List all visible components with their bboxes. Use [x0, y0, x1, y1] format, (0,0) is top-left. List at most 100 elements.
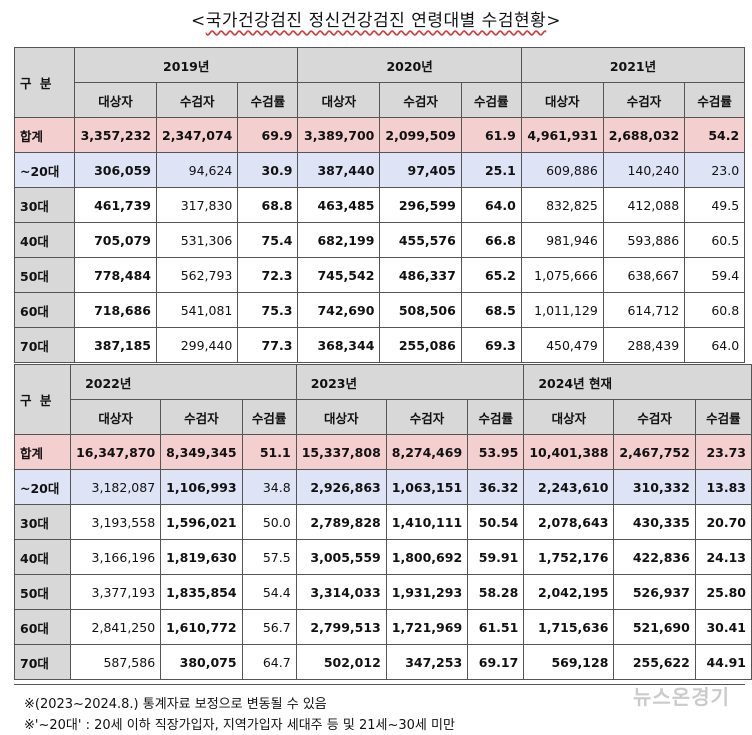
- examined-count-cell: 638,667: [602, 257, 686, 293]
- target-count-header: 대상자: [297, 82, 381, 118]
- examined-count-cell: 531,306: [155, 222, 239, 258]
- footnote-age-definition: ※'~20대' : 20세 이하 직장가입자, 지역가입자 세대주 등 및 21…: [24, 718, 455, 733]
- footer-rule: [14, 684, 745, 685]
- gubun-label: 구 분: [20, 393, 54, 408]
- exam-rate-header: 수검률: [684, 82, 746, 118]
- page-title-text: 국가건강검진 정신건강검진 연령대별 수검현황: [205, 11, 547, 31]
- target-count-cell: 587,586: [70, 644, 162, 680]
- table-row: 40대 3,166,196 1,819,630 57.5 3,005,559 1,800,…: [13, 539, 752, 575]
- exam-rate-cell: 25.1: [460, 152, 522, 188]
- exam-rate-cell: 34.8: [241, 469, 297, 505]
- target-count-cell: 3,357,232: [74, 117, 157, 153]
- exam-rate-cell: 23.73: [694, 434, 752, 470]
- examined-count-cell: 1,106,993: [160, 469, 243, 505]
- table-row: 70대 387,185 299,440 77.3 368,344 255,086 69.3 4…: [14, 327, 746, 363]
- target-count-cell: 3,389,700: [297, 117, 381, 153]
- exam-rate-cell: 54.4: [241, 574, 297, 610]
- exam-rate-cell: 57.5: [241, 539, 297, 575]
- target-count-cell: 2,926,863: [295, 469, 387, 505]
- exam-rate-cell: 75.3: [237, 292, 299, 328]
- exam-rate-cell: 54.2: [684, 117, 746, 153]
- target-count-cell: 306,059: [74, 152, 157, 188]
- table-row: 50대 778,484 562,793 72.3 745,542 486,337 65.2 1…: [14, 257, 746, 293]
- examined-count-cell: 1,800,692: [385, 539, 469, 575]
- year-header: 2023년: [295, 364, 525, 400]
- examined-count-cell: 8,349,345: [160, 434, 243, 470]
- exam-rate-cell: 64.7: [241, 644, 297, 680]
- examined-count-cell: 521,690: [613, 609, 696, 645]
- year-header: 2021년: [520, 47, 746, 83]
- target-count-cell: 705,079: [74, 222, 157, 258]
- target-count-cell: 2,841,250: [70, 609, 162, 645]
- exam-rate-cell: 61.9: [460, 117, 522, 153]
- examined-count-cell: 412,088: [602, 187, 686, 223]
- gubun-header: 구 분: [14, 47, 75, 118]
- age-group-label: 30대: [13, 504, 72, 540]
- exam-rate-cell: 69.17: [467, 644, 525, 680]
- age-group-label: 60대: [13, 609, 72, 645]
- examined-count-cell: 1,721,969: [385, 609, 469, 645]
- exam-rate-cell: 68.5: [460, 292, 522, 328]
- target-count-cell: 682,199: [297, 222, 381, 258]
- examined-count-cell: 2,347,074: [155, 117, 239, 153]
- exam-rate-cell: 20.70: [694, 504, 752, 540]
- target-count-cell: 832,825: [520, 187, 604, 223]
- target-count-cell: 502,012: [295, 644, 387, 680]
- exam-rate-cell: 65.2: [460, 257, 522, 293]
- examined-count-cell: 1,410,111: [385, 504, 469, 540]
- target-count-cell: 3,182,087: [70, 469, 162, 505]
- age-group-label: 70대: [13, 644, 72, 680]
- examined-count-cell: 1,931,293: [385, 574, 469, 610]
- stats-table-2019-2021: 구 분 2019년 2020년 2021년 대상자 수검자 수검률 대상자 수검자 수검률 대상자 수…: [14, 47, 746, 363]
- examined-count-header: 수검자: [379, 82, 462, 118]
- examined-count-header: 수검자: [613, 399, 696, 435]
- examined-count-cell: 593,886: [602, 222, 686, 258]
- target-count-cell: 3,166,196: [70, 539, 162, 575]
- age-group-label: ~20대: [14, 152, 75, 188]
- exam-rate-cell: 59.4: [684, 257, 746, 293]
- gubun-header: 구 분: [13, 364, 72, 435]
- age-group-label: 40대: [13, 539, 72, 575]
- examined-count-cell: 614,712: [602, 292, 686, 328]
- age-group-label: 합계: [13, 434, 72, 470]
- exam-rate-cell: 36.32: [467, 469, 525, 505]
- gubun-label: 구 분: [20, 76, 54, 91]
- target-count-cell: 1,715,636: [523, 609, 615, 645]
- examined-count-cell: 140,240: [602, 152, 686, 188]
- age-group-label: ~20대: [13, 469, 72, 505]
- stats-table-2022-2024: 구 분 2022년 2023년 2024년 현재 대상자 수검자 수검률 대상자 수검자 수검률 대…: [13, 364, 752, 680]
- target-count-cell: 3,193,558: [70, 504, 162, 540]
- exam-rate-cell: 30.9: [237, 152, 299, 188]
- exam-rate-cell: 72.3: [237, 257, 299, 293]
- year-header-row: 구 분 2022년 2023년 2024년 현재: [13, 364, 752, 435]
- table-row: 30대 3,193,558 1,596,021 50.0 2,789,828 1,410,…: [13, 504, 752, 540]
- watermark-logo: 뉴스온경기: [633, 685, 730, 709]
- exam-rate-cell: 13.83: [694, 469, 752, 505]
- target-count-cell: 1,752,176: [523, 539, 615, 575]
- examined-count-cell: 526,937: [613, 574, 696, 610]
- table-row: 60대 2,841,250 1,610,772 56.7 2,799,513 1,721,…: [13, 609, 752, 645]
- target-count-header: 대상자: [70, 399, 162, 435]
- target-count-cell: 3,314,033: [295, 574, 387, 610]
- exam-rate-cell: 50.0: [241, 504, 297, 540]
- target-count-header: 대상자: [74, 82, 157, 118]
- examined-count-cell: 562,793: [155, 257, 239, 293]
- year-header-row: 구 분 2019년 2020년 2021년: [14, 47, 746, 118]
- examined-count-cell: 288,439: [602, 327, 686, 363]
- table-row: 60대 718,686 541,081 75.3 742,690 508,506 68.5 1…: [14, 292, 746, 328]
- target-count-cell: 387,440: [297, 152, 381, 188]
- page-title: <국가건강검진 정신건강검진 연령대별 수검현황>: [190, 11, 561, 31]
- examined-count-cell: 97,405: [379, 152, 462, 188]
- examined-count-cell: 347,253: [385, 644, 469, 680]
- exam-rate-header: 수검률: [237, 82, 299, 118]
- examined-count-cell: 1,819,630: [160, 539, 243, 575]
- target-count-cell: 745,542: [297, 257, 381, 293]
- target-count-cell: 450,479: [520, 327, 604, 363]
- exam-rate-cell: 77.3: [237, 327, 299, 363]
- column-header-row: 대상자 수검자 수검률 대상자 수검자 수검률 대상자 수검자 수검률: [15, 82, 746, 118]
- examined-count-header: 수검자: [155, 82, 239, 118]
- target-count-cell: 1,011,129: [520, 292, 604, 328]
- examined-count-cell: 1,835,854: [160, 574, 243, 610]
- exam-rate-cell: 64.0: [460, 187, 522, 223]
- exam-rate-header: 수검률: [467, 399, 525, 435]
